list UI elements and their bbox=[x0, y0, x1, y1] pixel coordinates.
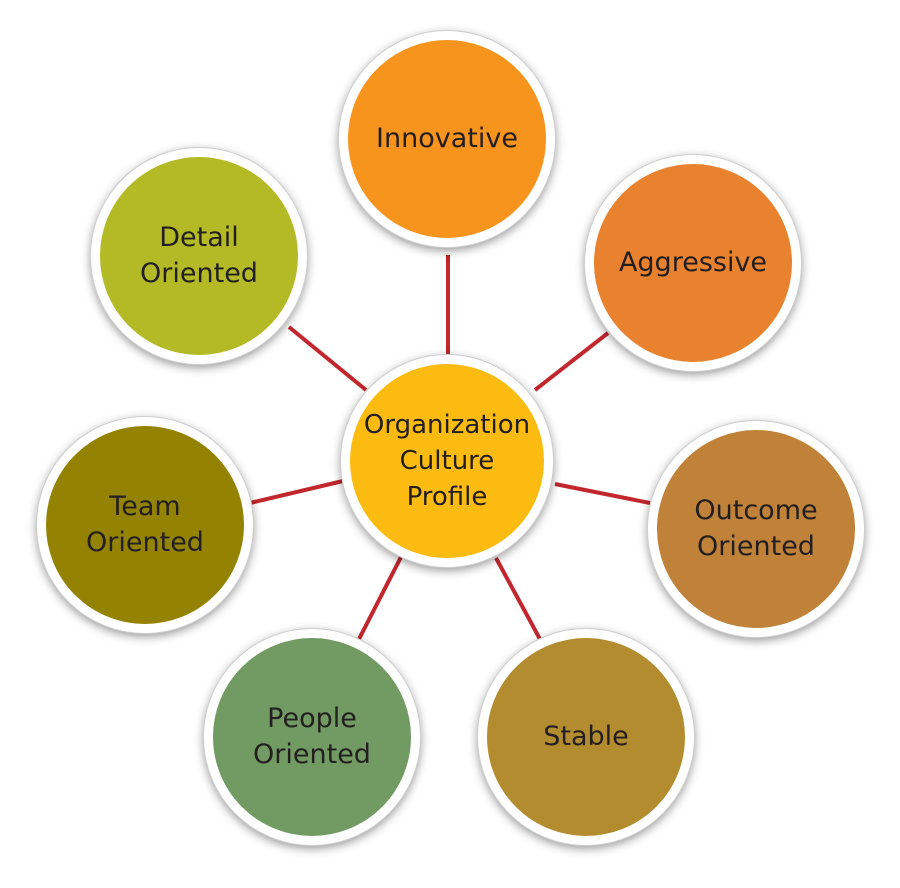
connector-team-oriented bbox=[249, 479, 344, 505]
node-organization-culture-profile: Organization Culture Profile bbox=[341, 355, 553, 567]
node-detail-oriented-label: Detail Oriented bbox=[140, 222, 258, 289]
node-aggressive: Aggressive bbox=[585, 155, 801, 371]
connector-people-oriented bbox=[356, 556, 403, 642]
node-team-oriented-label: Team Oriented bbox=[86, 491, 204, 558]
center-label: Organization Culture Profile bbox=[363, 410, 531, 512]
connector-aggressive bbox=[533, 331, 610, 392]
node-aggressive-label: Aggressive bbox=[618, 247, 768, 278]
node-innovative-label: Innovative bbox=[376, 123, 518, 154]
connector-outcome-oriented bbox=[554, 482, 651, 505]
node-outcome-oriented: Outcome Oriented bbox=[648, 421, 864, 637]
node-stable: Stable bbox=[478, 629, 694, 845]
node-innovative: Innovative bbox=[339, 31, 555, 247]
node-people-oriented: People Oriented bbox=[204, 629, 420, 845]
node-outcome-oriented-label: Outcome Oriented bbox=[694, 495, 818, 562]
node-detail-oriented: Detail Oriented bbox=[91, 148, 307, 364]
node-people-oriented-label: People Oriented bbox=[253, 703, 371, 770]
node-team-oriented: Team Oriented bbox=[37, 417, 253, 633]
connector-stable bbox=[494, 557, 543, 642]
node-stable-label: Stable bbox=[543, 721, 629, 752]
connector-detail-oriented bbox=[287, 325, 368, 392]
